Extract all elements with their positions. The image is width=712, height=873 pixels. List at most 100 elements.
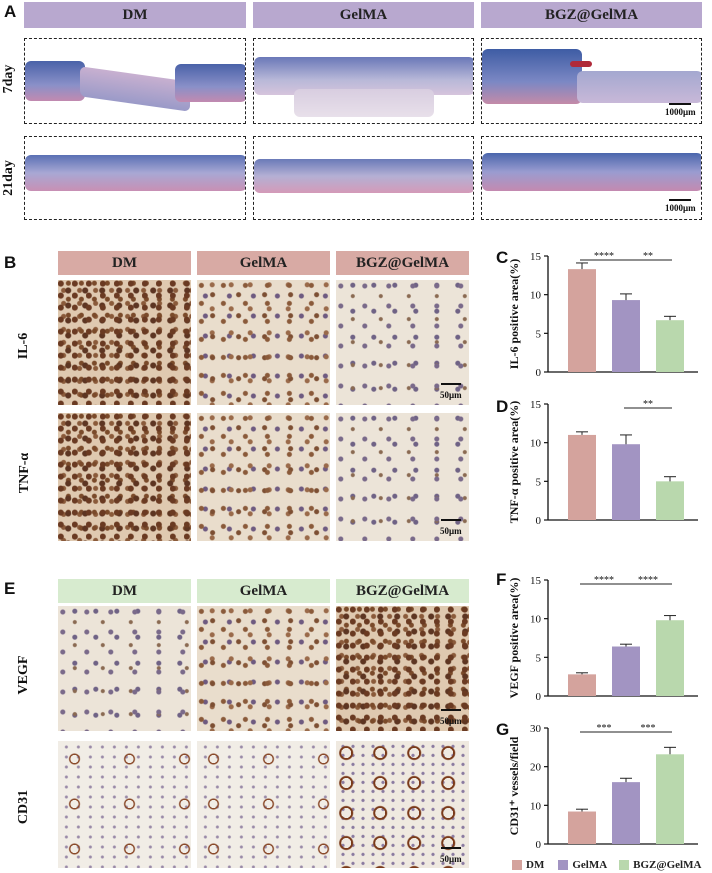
- legend-swatch-gelma: [558, 860, 569, 870]
- chart-d: TNF-α positive area(%) 0 5 10 15 **: [508, 399, 698, 527]
- header-b-dm: DM: [58, 251, 191, 275]
- panel-label-g: G: [496, 720, 510, 739]
- image-a-gelma-7day: [253, 38, 474, 124]
- chart-c-sig-label-1: **: [643, 251, 653, 262]
- chart-c-sig-label-0: ****: [594, 251, 614, 262]
- chart-f-bar-bgz-gelma: [656, 620, 684, 696]
- chart-d-ylabel: TNF-α positive area(%): [508, 401, 521, 523]
- image-e-gelma-cd31: [197, 741, 330, 868]
- header-e-bgz: BGZ@GelMA: [336, 579, 469, 603]
- legend-label-gelma: GelMA: [572, 859, 608, 871]
- row-label-cd31: CD31: [16, 789, 31, 825]
- scale-bar-a-21day: [669, 199, 691, 201]
- header-a-dm: DM: [24, 2, 246, 28]
- chart-g-ylabel: CD31⁺ vessels/field: [508, 736, 521, 835]
- scale-bar-e-vegf: [441, 709, 461, 711]
- image-a-bgz-21day: 1000μm: [481, 136, 702, 220]
- image-e-dm-cd31: [58, 741, 191, 868]
- chart-c-ylabel: IL-6 positive area(%): [508, 259, 521, 369]
- chart-d-bar-dm: [568, 434, 596, 520]
- scale-bar-e-cd31: [441, 847, 461, 849]
- chart-d-sig-label-0: **: [643, 399, 653, 410]
- chart-d-bar-bgz-gelma: [656, 481, 684, 520]
- chart-d-bar-gelma: [612, 444, 640, 520]
- chart-c-ytick-label-1: 5: [536, 328, 542, 340]
- image-b-gelma-tnf: [197, 413, 330, 541]
- row-label-vegf: VEGF: [16, 655, 31, 695]
- image-e-bgz-cd31: 50μm: [336, 741, 469, 868]
- image-e-dm-vegf: [58, 606, 191, 731]
- chart-f-bar-gelma: [612, 646, 640, 696]
- chart-g-sig-label-1: ***: [641, 723, 656, 734]
- image-e-gelma-vegf: [197, 606, 330, 731]
- chart-c-ytick-label-0: 0: [536, 367, 542, 379]
- chart-f-ytick-label-1: 5: [536, 652, 542, 664]
- legend-swatch-dm: [512, 860, 522, 870]
- chart-f-ytick-label-2: 10: [530, 614, 542, 626]
- chart-g-sig-label-0: ***: [597, 723, 612, 734]
- chart-d-ytick-label-3: 15: [530, 399, 542, 411]
- scale-text-a-21day: 1000μm: [665, 203, 696, 213]
- chart-c-bar-gelma: [612, 300, 640, 372]
- image-b-bgz-il6: 50μm: [336, 280, 469, 405]
- legend-label-bgz: BGZ@GelMA: [633, 859, 702, 871]
- chart-f-ytick-label-3: 15: [530, 575, 542, 587]
- chart-f-ylabel: VEGF positive area(%): [508, 578, 521, 699]
- scale-text-b-tnf: 50μm: [440, 526, 462, 536]
- chart-d-ytick-label-2: 10: [530, 438, 542, 450]
- chart-c-ytick-label-3: 15: [530, 251, 542, 263]
- chart-g-ytick-label-2: 20: [530, 762, 542, 774]
- image-b-bgz-tnf: 50μm: [336, 413, 469, 541]
- scale-bar-b-il6: [441, 383, 461, 385]
- scale-text-e-vegf: 50μm: [440, 716, 462, 726]
- chart-d-ytick-label-1: 5: [536, 476, 542, 488]
- panel-label-d: D: [496, 397, 509, 416]
- header-a-bgz: BGZ@GelMA: [481, 2, 702, 28]
- chart-f: VEGF positive area(%) 0 5 10 15 **** ****: [508, 575, 698, 703]
- row-label-21day: 21day: [1, 160, 16, 196]
- chart-f-sig-label-0: ****: [594, 575, 614, 586]
- scale-bar-b-tnf: [441, 519, 461, 521]
- chart-g: CD31⁺ vessels/field 0 10 20 30 *** ***: [508, 723, 698, 851]
- chart-f-ytick-label-0: 0: [536, 691, 542, 703]
- scale-text-a-7day: 1000μm: [665, 107, 696, 117]
- chart-f-bar-dm: [568, 674, 596, 696]
- image-a-gelma-21day: [253, 136, 474, 220]
- panel-label-b: B: [4, 253, 17, 272]
- panel-label-c: C: [496, 248, 509, 267]
- image-a-dm-7day: [24, 38, 246, 124]
- image-e-bgz-vegf: 50μm: [336, 606, 469, 731]
- scale-text-e-cd31: 50μm: [440, 854, 462, 864]
- panel-label-e: E: [4, 579, 16, 598]
- image-a-bgz-7day: 1000μm: [481, 38, 702, 124]
- row-label-tnf: TNF-α: [17, 452, 32, 494]
- chart-g-bar-gelma: [612, 782, 640, 844]
- chart-g-ytick-label-3: 30: [530, 723, 542, 735]
- header-e-gelma: GelMA: [197, 579, 330, 603]
- row-label-7day: 7day: [1, 64, 16, 94]
- row-label-il6: IL-6: [16, 332, 31, 360]
- chart-c-bar-dm: [568, 269, 596, 372]
- panel-label-f: F: [496, 570, 507, 589]
- image-a-dm-21day: [24, 136, 246, 220]
- panel-label-a: A: [4, 2, 17, 21]
- chart-c-ytick-label-2: 10: [530, 290, 542, 302]
- legend-swatch-bgz: [619, 860, 630, 870]
- chart-d-ytick-label-0: 0: [536, 515, 542, 527]
- chart-f-sig-label-1: ****: [638, 575, 658, 586]
- chart-g-ytick-label-0: 0: [536, 839, 542, 851]
- chart-g-ytick-label-1: 10: [530, 800, 542, 812]
- header-e-dm: DM: [58, 579, 191, 603]
- header-b-bgz: BGZ@GelMA: [336, 251, 469, 275]
- scale-bar-a-7day: [669, 103, 691, 105]
- image-b-gelma-il6: [197, 280, 330, 405]
- header-a-gelma: GelMA: [253, 2, 474, 28]
- scale-text-b-il6: 50μm: [440, 390, 462, 400]
- legend-label-dm: DM: [526, 859, 545, 871]
- chart-g-bar-bgz-gelma: [656, 754, 684, 844]
- image-b-dm-tnf: [58, 413, 191, 541]
- image-b-dm-il6: [58, 280, 191, 405]
- header-b-gelma: GelMA: [197, 251, 330, 275]
- chart-c-bar-bgz-gelma: [656, 320, 684, 372]
